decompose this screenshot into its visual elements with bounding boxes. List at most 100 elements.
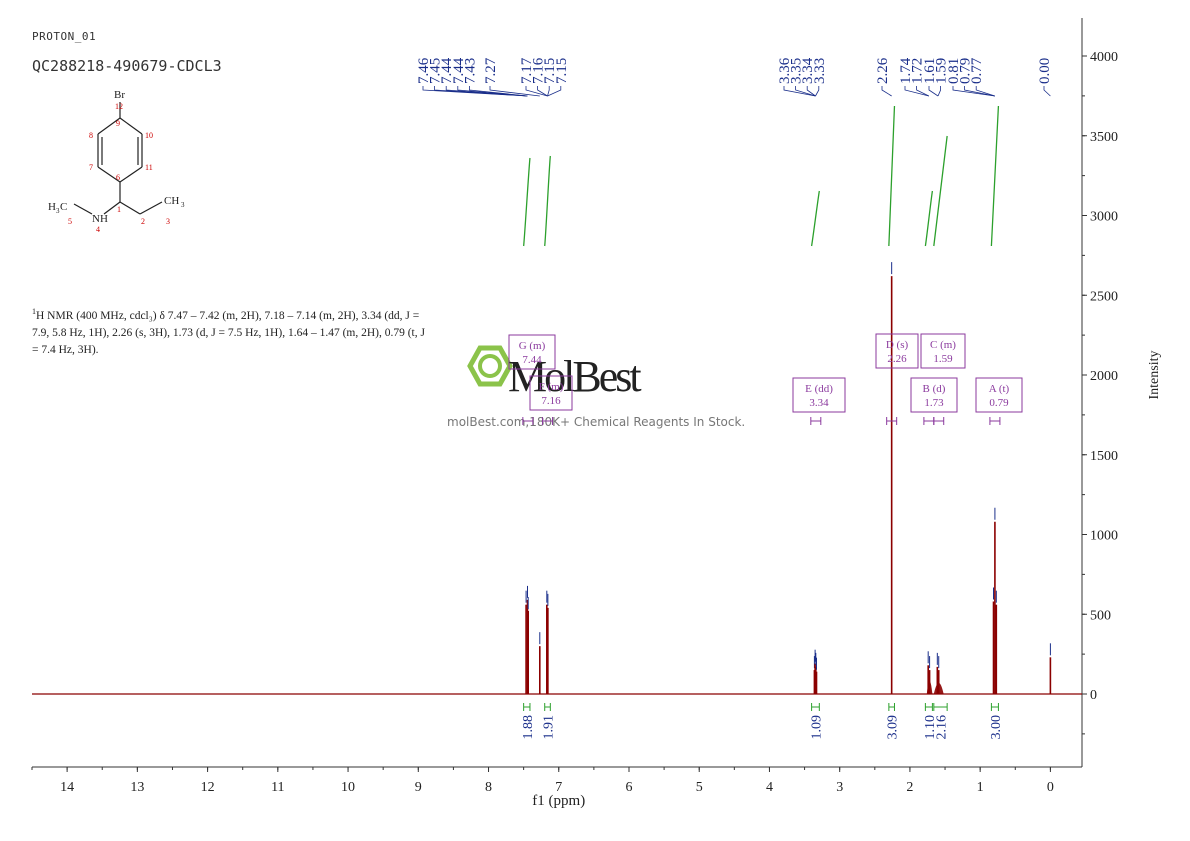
peak-label-leader [489,86,540,97]
atom-ch3: CH [164,195,179,207]
peak-shift-label: 3.34 [800,57,816,84]
multiplet-box [920,333,966,369]
nmr-sup: 1 [32,307,36,316]
integral-value: 3.09 [886,715,901,740]
y-tick-label: 4000 [1090,50,1118,65]
peak-shift-label: 7.17 [519,57,535,84]
integral-value: 3.00 [989,715,1004,740]
multiplet-label: E (dd) [805,383,833,395]
multiplet-shift: 2.26 [887,353,907,365]
y-tick-label: 3500 [1090,130,1118,145]
y-tick-label: 2500 [1090,289,1118,304]
peak-shift-label: 7.15 [554,58,570,84]
atom-11: 11 [145,163,153,172]
atom-12: 12 [115,102,123,111]
integral-curve [888,105,896,247]
peak-label-leader [937,86,941,97]
y-tick-label: 0 [1090,688,1097,703]
x-tick-label: 10 [341,780,355,795]
integral-curve [544,155,551,247]
x-axis-label: f1 (ppm) [532,793,585,809]
integral-curve [522,157,531,247]
peak-shift-label: 1.59 [934,58,950,84]
x-tick-label: 2 [906,780,913,795]
atom-3: 3 [166,217,170,226]
atom-h3c-c: C [60,201,67,213]
peak-label-leader [537,86,548,97]
watermark-caption: molBest.com,180K+ Chemical Reagents In S… [447,415,746,429]
peak-label-leader [881,86,892,97]
atom-10: 10 [145,131,153,140]
peak-label-leader [525,86,548,97]
peak-shift-label: 3.33 [812,58,828,84]
multiplet-shift: 1.59 [933,353,953,365]
peak-label-leader [975,86,996,97]
multiplet-label: C (m) [930,339,956,351]
peak-shift-label: 7.15 [542,58,558,84]
atom-nh: NH [92,213,108,225]
spectrum-multiplet-hump [933,682,944,694]
atom-7: 7 [89,163,93,172]
peak-label-leader [795,86,816,97]
integral-value: 2.16 [934,715,949,740]
atom-br: Br [114,89,125,101]
nmr-description-text: H NMR (400 MHz, cdcl₃) δ 7.47 – 7.42 (m,… [32,309,425,356]
peak-shift-label: 7.16 [531,57,547,84]
peak-label-leader [457,86,528,97]
atom-ch3-sub: 3 [181,201,185,209]
integral-curve [990,105,1000,247]
multiplet-label: D (s) [886,339,909,351]
x-tick-label: 13 [130,780,144,795]
peak-shift-label: 3.35 [789,58,805,84]
peak-shift-label: 0.77 [969,57,985,84]
peak-shift-label: 0.81 [946,58,962,84]
integral-value: 1.10 [923,715,938,740]
peak-label-leader [964,86,995,97]
y-tick-label: 2000 [1090,369,1118,384]
peak-label-leader [815,86,820,97]
nmr-description: 1H NMR (400 MHz, cdcl₃) δ 7.47 – 7.42 (m… [32,303,432,359]
multiplet-label: A (t) [989,383,1010,395]
integral-curve [810,190,820,247]
multiplet-shift: 0.79 [989,397,1009,409]
sample-id: QC288218-490679-CDCL3 [32,57,222,75]
atom-1: 1 [117,205,121,214]
multiplet-shift: 3.34 [809,397,829,409]
x-tick-label: 8 [485,780,492,795]
peak-shift-label: 0.79 [958,58,974,84]
integral-value: 1.91 [542,715,557,740]
atom-8: 8 [89,131,93,140]
integral-curve [933,135,948,247]
y-axis-label: Intensity [1147,351,1162,400]
peak-shift-label: 7.44 [451,57,467,84]
x-tick-label: 7 [555,780,562,795]
peak-label-leader [547,86,562,97]
x-tick-label: 11 [271,780,284,795]
x-tick-label: 0 [1047,780,1054,795]
atom-9: 9 [116,119,120,128]
x-tick-label: 1 [977,780,984,795]
multiplet-box [792,377,846,413]
integral-curve [924,190,934,247]
peak-shift-label: 7.45 [428,58,444,84]
integral-value: 1.09 [809,715,824,740]
peak-shift-label: 0.00 [1037,58,1053,84]
peak-shift-label: 7.43 [462,58,478,84]
atom-4: 4 [96,225,100,232]
peak-label-leader [904,86,929,97]
experiment-id: PROTON_01 [32,30,97,43]
logo-text: MolBest [508,352,641,401]
multiplet-box [910,377,958,413]
peak-label-leader [928,86,939,97]
x-tick-label: 12 [201,780,215,795]
y-tick-label: 1500 [1090,449,1118,464]
spectrum-multiplet-hump [926,681,933,694]
x-tick-label: 5 [696,780,703,795]
peak-label-leader [468,86,528,97]
peak-shift-label: 3.36 [777,57,793,84]
peak-label-leader [434,86,528,97]
peak-shift-label: 1.74 [898,57,914,84]
multiplet-box [975,377,1023,413]
x-tick-label: 14 [60,780,74,795]
